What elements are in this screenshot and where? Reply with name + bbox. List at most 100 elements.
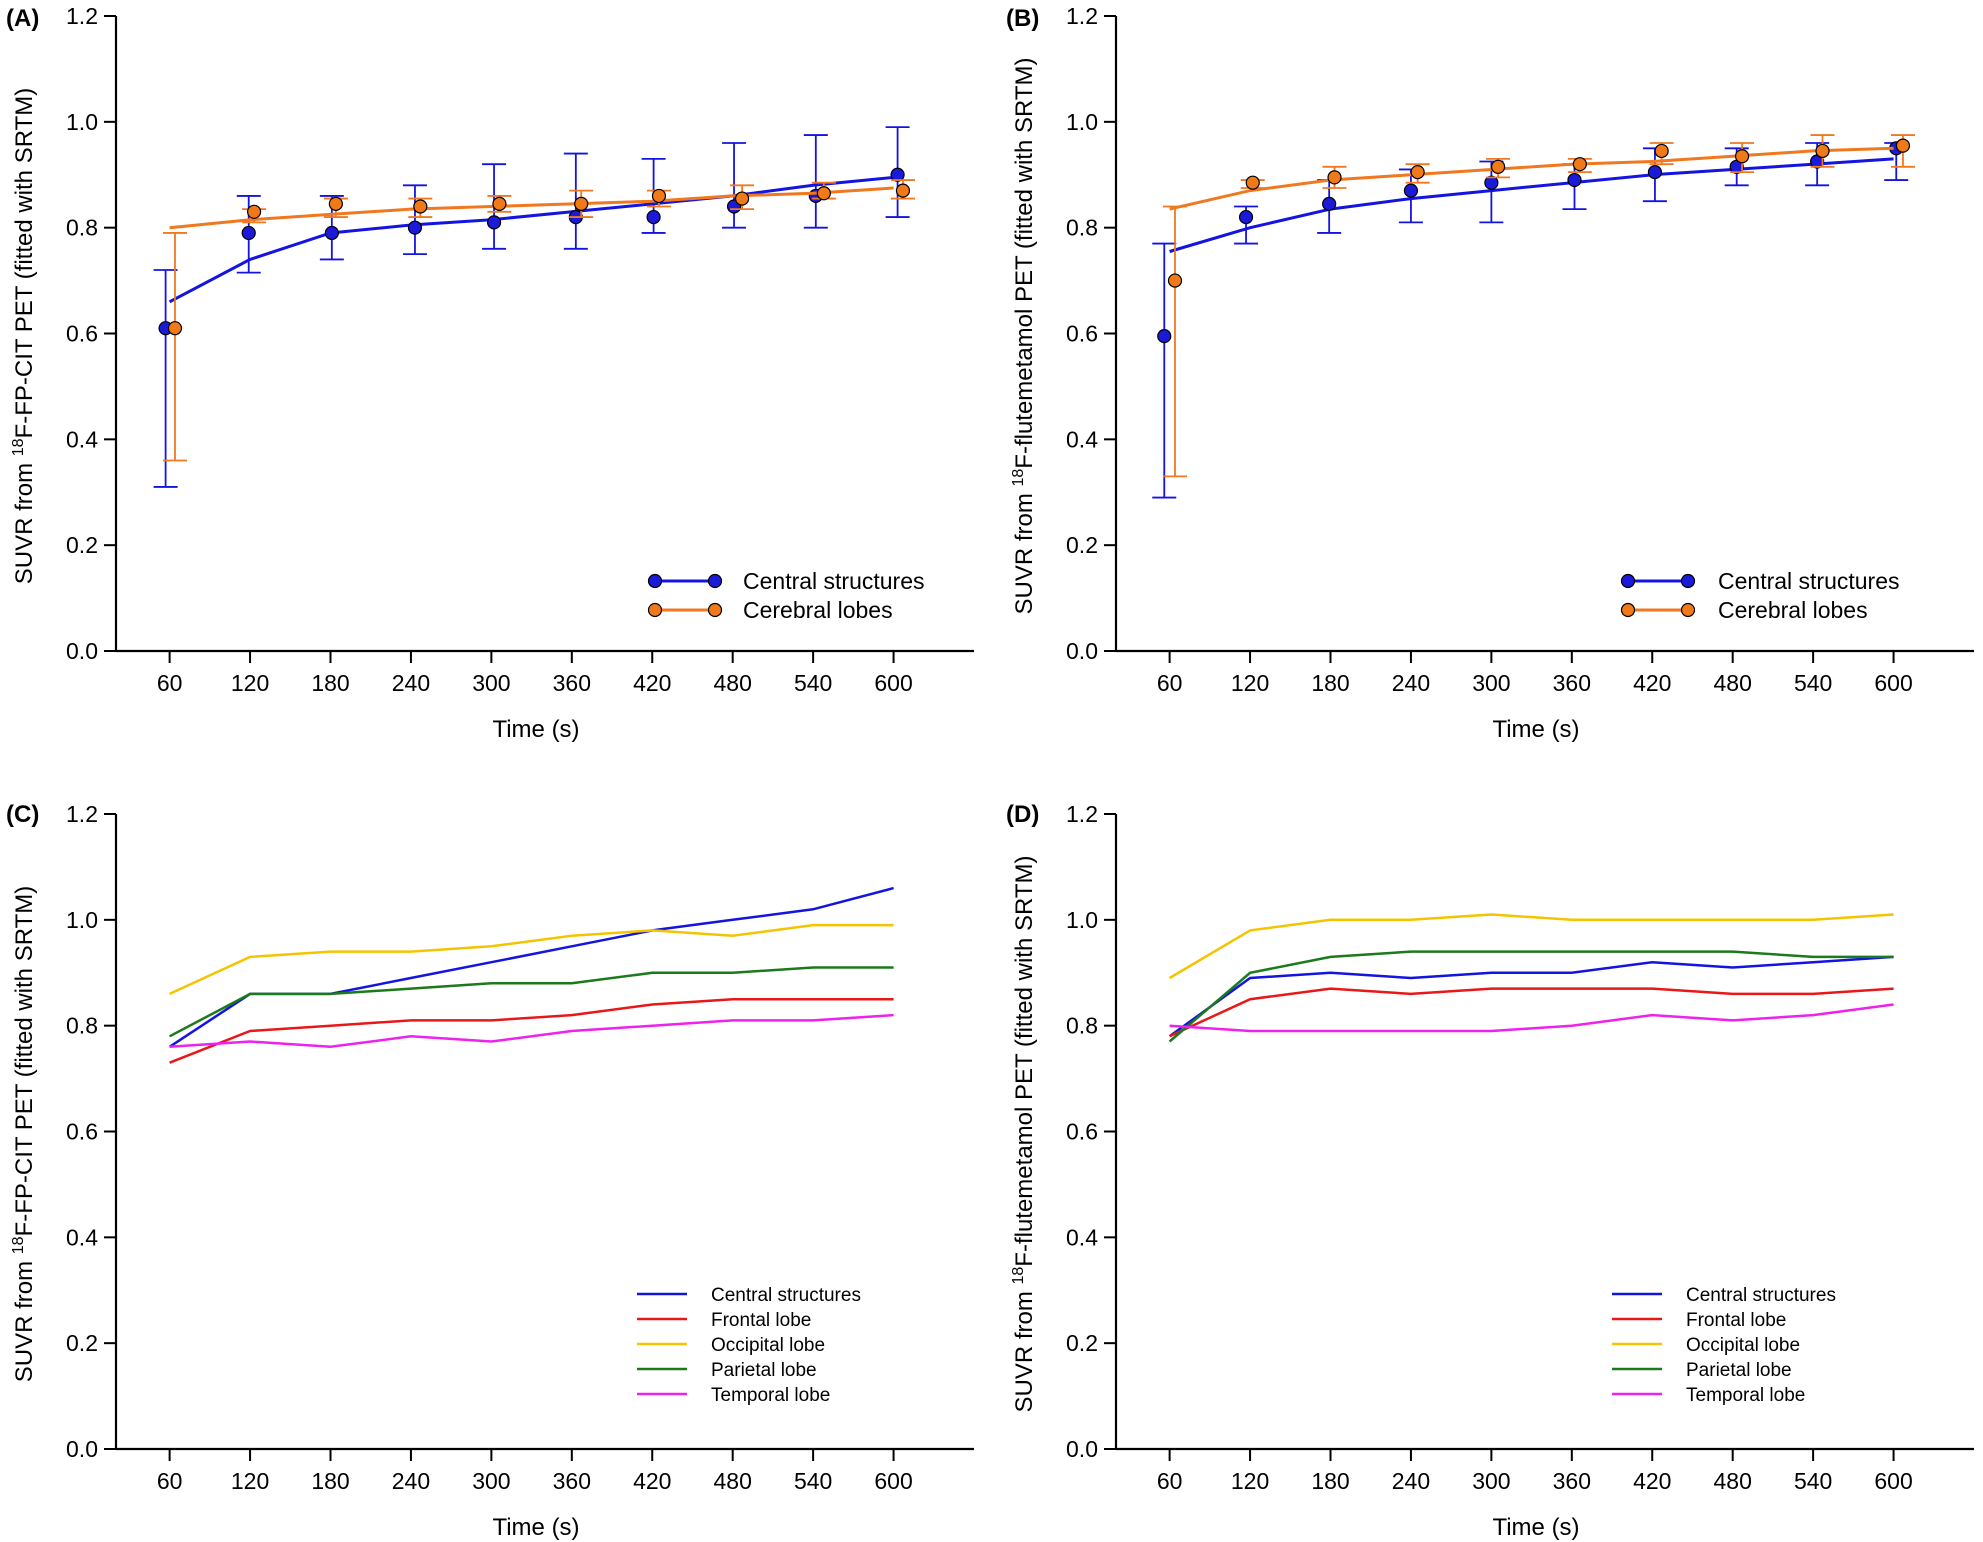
legend-label-occipital-lobe: Occipital lobe xyxy=(711,1335,825,1356)
x-tick-label: 60 xyxy=(157,1468,183,1494)
y-tick-label: 1.0 xyxy=(66,907,98,933)
x-tick-label: 360 xyxy=(1553,670,1591,696)
y-tick-label: 1.2 xyxy=(1066,801,1098,827)
y-tick-label: 1.0 xyxy=(66,109,98,135)
y-tick-label: 1.2 xyxy=(1066,3,1098,29)
legend-label-central-structures: Central structures xyxy=(1718,568,1900,594)
x-tick-label: 60 xyxy=(1157,1468,1183,1494)
panel-b-legend: Central structures Cerebral lobes xyxy=(1620,568,1900,623)
y-tick-label: 0.0 xyxy=(66,638,98,664)
data-point-cerebral-lobes xyxy=(492,196,507,211)
y-tick-label: 0.6 xyxy=(66,1119,98,1145)
data-point-cerebral-lobes xyxy=(1410,165,1425,180)
x-tick-label: 300 xyxy=(472,670,510,696)
data-point-cerebral-lobes xyxy=(167,321,183,336)
data-point-cerebral-lobes xyxy=(413,199,428,214)
panel-c-label: (C) xyxy=(6,801,39,828)
legend-marker-cerebral-lobes xyxy=(1620,602,1636,618)
legend-label-temporal-lobe: Temporal lobe xyxy=(711,1385,830,1406)
x-tick-label: 420 xyxy=(1633,1468,1671,1494)
y-tick-label: 0.8 xyxy=(1066,215,1098,241)
y-tick-label: 0.2 xyxy=(66,532,98,558)
series-line-parietal-lobe xyxy=(1168,950,1894,1043)
legend-marker-central-structures xyxy=(647,573,663,589)
x-tick-label: 600 xyxy=(874,670,912,696)
panel-c-plot-area: 0.0 0.2 0.4 0.6 0.8 1.0 1.2 60 120 180 240 300 360 42… xyxy=(66,801,974,1494)
series-line-occipital-lobe xyxy=(169,923,894,996)
y-tick-label: 0.6 xyxy=(1066,321,1098,347)
x-tick-label: 480 xyxy=(1714,1468,1752,1494)
x-tick-label: 180 xyxy=(1311,1468,1349,1494)
series-line-central-structures xyxy=(1168,955,1894,1038)
series-line-temporal-lobe xyxy=(1169,1003,1894,1033)
data-point-cerebral-lobes xyxy=(651,188,667,204)
x-tick-label: 120 xyxy=(231,1468,269,1494)
panel-d-plot-area: 0.0 0.2 0.4 0.6 0.8 1.0 1.2 60 120 180 240 300 360 42… xyxy=(1066,801,1974,1494)
legend-marker-central-structures xyxy=(707,573,723,589)
panel-c: (C) SUVR from 18F-FP-CIT PET (fitted wit… xyxy=(6,801,974,1541)
panel-c-x-axis-title: Time (s) xyxy=(492,1514,579,1541)
data-point-cerebral-lobes xyxy=(1572,157,1587,172)
data-point-cerebral-lobes xyxy=(1245,175,1260,190)
data-point-central-structures xyxy=(241,225,256,241)
legend-label-central-structures: Central structures xyxy=(711,1285,861,1306)
data-point-cerebral-lobes xyxy=(1654,143,1669,159)
data-point-central-structures xyxy=(1647,165,1663,180)
legend-marker-central-structures xyxy=(1680,573,1696,589)
y-tick-label: 1.0 xyxy=(1066,109,1098,135)
panel-a-y-axis-title: SUVR from 18F-FP-CIT PET (fitted with SR… xyxy=(10,88,38,585)
legend-label-temporal-lobe: Temporal lobe xyxy=(1686,1385,1805,1406)
panel-c-legend: Central structures Frontal lobe Occipita… xyxy=(637,1285,861,1406)
legend-marker-cerebral-lobes xyxy=(1680,602,1696,618)
fit-line-central-structures xyxy=(168,175,894,304)
y-tick-label: 0.2 xyxy=(1066,532,1098,558)
fit-line-cerebral-lobes xyxy=(169,186,894,230)
series-line-frontal-lobe xyxy=(1169,987,1894,1038)
panel-d: (D) SUVR from 18F-flutemetamol PET (fitt… xyxy=(1006,801,1974,1541)
panel-a-legend: Central structures Cerebral lobes xyxy=(647,568,925,623)
legend-marker-central-structures xyxy=(1620,573,1636,589)
x-tick-label: 540 xyxy=(1794,1468,1832,1494)
x-tick-label: 360 xyxy=(1553,1468,1591,1494)
legend-label-cerebral-lobes: Cerebral lobes xyxy=(1718,597,1868,623)
panel-b: (B) SUVR from 18F-flutemetamol PET (fitt… xyxy=(1006,3,1974,743)
y-tick-label: 0.8 xyxy=(66,1013,98,1039)
legend-label-parietal-lobe: Parietal lobe xyxy=(1686,1360,1792,1381)
x-tick-label: 420 xyxy=(1633,670,1671,696)
legend-label-frontal-lobe: Frontal lobe xyxy=(711,1310,811,1331)
x-tick-label: 360 xyxy=(553,1468,591,1494)
series-line-parietal-lobe xyxy=(169,966,894,1038)
data-point-central-structures xyxy=(646,209,661,225)
y-tick-label: 0.0 xyxy=(66,1436,98,1462)
y-tick-label: 0.8 xyxy=(66,215,98,241)
y-tick-label: 0.6 xyxy=(1066,1119,1098,1145)
x-tick-label: 180 xyxy=(311,1468,349,1494)
panel-a: (A) SUVR from 18F-FP-CIT PET (fitted wit… xyxy=(6,3,974,743)
x-tick-label: 480 xyxy=(1714,670,1752,696)
y-tick-label: 1.2 xyxy=(66,801,98,827)
panel-d-legend: Central structures Frontal lobe Occipita… xyxy=(1612,1285,1836,1406)
x-tick-label: 480 xyxy=(714,670,752,696)
panel-b-x-axis-title: Time (s) xyxy=(1492,716,1579,743)
x-tick-label: 180 xyxy=(311,670,349,696)
data-point-cerebral-lobes xyxy=(328,196,343,211)
x-tick-label: 240 xyxy=(1392,1468,1430,1494)
data-point-central-structures xyxy=(486,215,502,230)
series-line-central-structures xyxy=(168,886,894,1048)
legend-label-parietal-lobe: Parietal lobe xyxy=(711,1360,817,1381)
data-point-cerebral-lobes xyxy=(1490,159,1506,174)
data-point-cerebral-lobes xyxy=(734,191,750,206)
x-tick-label: 420 xyxy=(633,1468,671,1494)
panel-b-plot-area: 0.0 0.2 0.4 0.6 0.8 1.0 1.2 60 120 180 240 300 360 42… xyxy=(1066,3,1974,696)
panel-d-y-axis-title: SUVR from 18F-flutemetamol PET (fitted w… xyxy=(1010,855,1038,1412)
legend-label-central-structures: Central structures xyxy=(743,568,925,594)
series-line-occipital-lobe xyxy=(1168,913,1894,980)
legend-label-frontal-lobe: Frontal lobe xyxy=(1686,1310,1786,1331)
data-point-central-structures xyxy=(1484,175,1499,190)
y-tick-label: 1.0 xyxy=(1066,907,1098,933)
x-tick-label: 240 xyxy=(392,670,430,696)
fit-line-cerebral-lobes xyxy=(1169,146,1894,211)
legend-marker-cerebral-lobes xyxy=(647,602,663,618)
x-tick-label: 540 xyxy=(1794,670,1832,696)
